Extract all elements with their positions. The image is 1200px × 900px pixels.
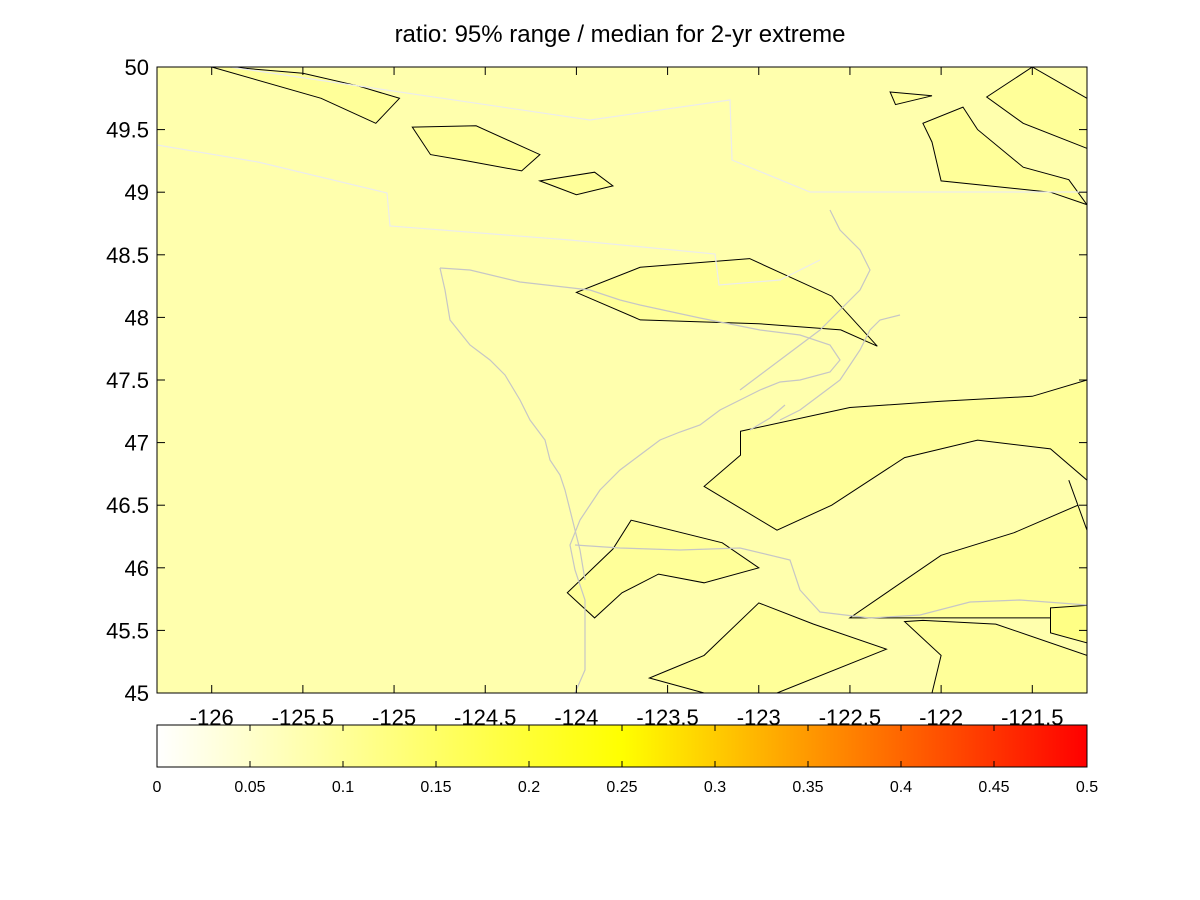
colorbar-tick-label: 0.15 [420,779,451,796]
olympic-coastline [439,267,841,693]
contour-region [889,91,933,106]
colorbar-tick-label: 0.45 [978,779,1009,796]
columbia-river-line [574,544,1087,619]
y-tick-label: 46.5 [106,493,149,518]
contour-region [575,258,878,347]
contour-region [922,106,1087,206]
y-axis: 45 45.5 46 46.5 47 47.5 48 48.5 49 49.5 50 [106,55,1087,706]
colorbar-tick-label: 0.1 [332,779,354,796]
contour-region [566,519,760,619]
colorbar-gradient [156,724,1088,768]
colorbar-tick-label: 0 [153,779,162,796]
y-tick-label: 49 [125,180,149,205]
contour-region [411,125,541,172]
contour-region [985,67,1087,149]
y-tick-label: 47 [125,431,149,456]
contour-region [703,379,1087,531]
y-tick-label: 47.5 [106,368,149,393]
canada-border-line [229,67,1087,193]
y-tick-label: 46 [125,556,149,581]
contour-region [848,480,1087,619]
colorbar-tick-label: 0.2 [518,779,540,796]
y-tick-label: 48 [125,305,149,330]
y-tick-label: 45.5 [106,618,149,643]
contour-region [1050,604,1087,644]
colorbar-tick-label: 0.35 [792,779,823,796]
puget-sound-shore [739,209,901,431]
pacific-coastline [439,267,586,581]
contour-region [537,171,615,196]
colorbar-tick-label: 0.4 [890,779,912,796]
contour-region [211,67,401,124]
y-tick-label: 48.5 [106,243,149,268]
plot-area [156,66,1088,694]
y-tick-label: 45 [125,681,149,706]
colorbar: 0 0.05 0.1 0.15 0.2 0.25 0.3 0.35 0.4 0.45 0.5 [153,724,1098,796]
contour-layer [211,67,1087,693]
y-tick-label: 50 [125,55,149,80]
colorbar-tick-label: 0.5 [1076,779,1098,796]
colorbar-tick-label: 0.05 [234,779,265,796]
state-border-line [157,144,821,286]
contour-region [903,619,1087,693]
colorbar-ticks: 0 0.05 0.1 0.15 0.2 0.25 0.3 0.35 0.4 0.45 0.5 [153,725,1098,796]
coastline-layer [157,67,1087,693]
colorbar-tick-label: 0.25 [606,779,637,796]
colorbar-tick-label: 0.3 [704,779,726,796]
chart-title: ratio: 95% range / median for 2-yr extre… [395,21,846,48]
contour-region [647,602,888,693]
y-tick-label: 49.5 [106,118,149,143]
